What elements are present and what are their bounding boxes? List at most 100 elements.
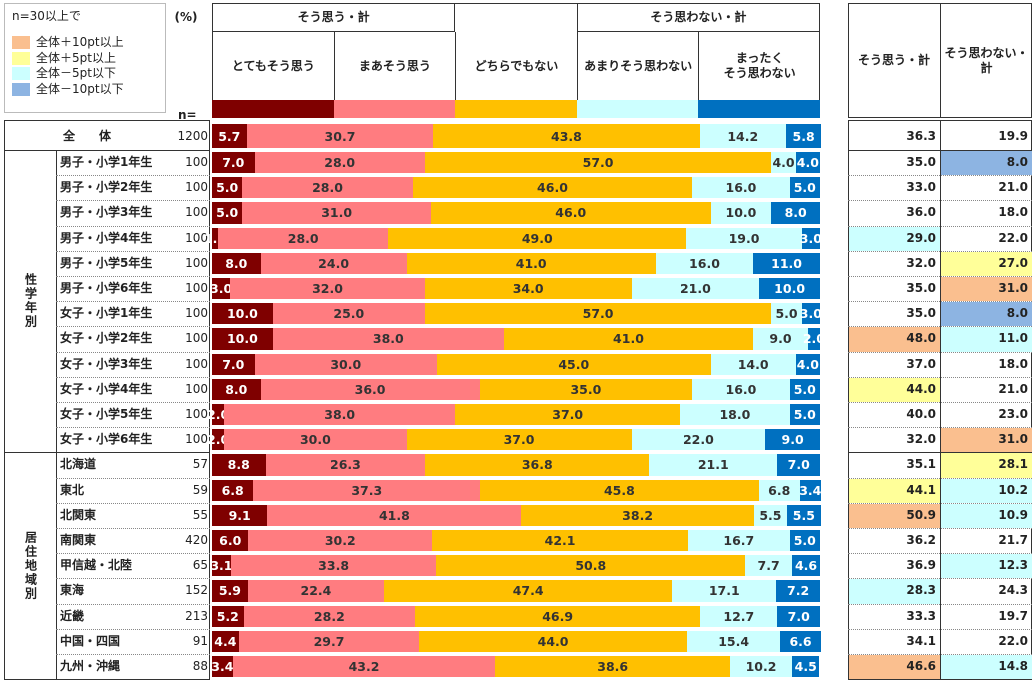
n-value: 100 [185,407,208,422]
row-line [848,654,1032,655]
total-value: 32.0 [906,432,936,447]
bar-label: 29.7 [313,633,345,649]
row-line [56,578,210,580]
bar-segment [212,479,254,501]
bar-segment [212,555,231,577]
category-label: 東北 [60,482,85,497]
row-line [848,200,1032,202]
bar-segment [495,656,730,678]
highlight-cell [941,554,1032,579]
row-line [848,578,1032,580]
header-group: そう思わない・計 [576,3,820,32]
bar-label: 8.8 [227,457,250,473]
bar-segment [224,404,456,426]
total-value: 28.1 [998,457,1028,472]
bar-label: 7.2 [787,583,810,599]
bar-segment [785,124,822,148]
bar-label: 41.0 [613,331,644,347]
highlight-cell [849,478,940,503]
bar-label: 9.1 [228,507,251,523]
section-line [4,452,210,454]
bar-segment [212,580,248,602]
bar-segment [503,328,754,350]
row-line [848,402,1032,403]
bar-label: 28.0 [312,180,343,196]
total-value: 10.9 [998,507,1028,522]
bar-label: 3.0 [799,306,822,322]
bar-segment [480,479,759,501]
bar-label: 35.0 [570,381,602,397]
bar-segment [212,656,233,678]
bar-segment [212,278,231,300]
bar-segment [212,177,243,199]
row-line [848,326,1032,328]
total-value: 36.3 [906,128,936,143]
bar-segment [212,404,225,426]
n-value: 55 [192,507,208,522]
row-line [848,477,1032,479]
category-label: 女子・小学5年生 [60,407,153,422]
bar-label: 10.0 [226,331,258,347]
row-line [56,225,210,227]
bar-label: 16.7 [723,533,755,549]
bar-label: 5.0 [775,306,798,322]
bar-segment [631,278,760,300]
bar-label: 31.0 [321,205,353,221]
row-line [56,351,210,353]
category-label: 中国・四国 [60,633,121,648]
bar-segment [795,152,820,174]
bar-segment [433,124,700,148]
bar-label: 46.9 [542,608,574,624]
bar-label: 36.0 [354,381,386,397]
row-line [56,553,210,555]
row-line [56,376,210,378]
bar-label: 3.4 [211,659,234,675]
bar-segment [699,124,786,148]
bar-label: 32.0 [312,281,343,297]
total-value: 33.3 [906,608,936,623]
bar-label: 37.0 [552,407,584,423]
category-label: 南関東 [60,533,97,548]
bar-segment [424,152,772,174]
category-label: 女子・小学1年生 [60,306,153,321]
bar-segment [799,479,821,501]
bar-segment [267,504,522,526]
bar-segment [776,580,820,602]
row-line [56,427,210,429]
column-swatch [212,100,334,118]
bar-segment [212,504,268,526]
n-value: 100 [185,255,208,270]
row-line [56,477,210,479]
bar-segment [246,124,434,148]
bar-segment [424,303,772,325]
total-value: 22.0 [998,230,1028,245]
highlight-cell [941,503,1032,528]
column-header: どちらでもない [455,32,577,100]
n-value: 100 [185,230,208,245]
bar-label: 47.4 [512,583,544,599]
bar-segment [212,454,266,476]
n-value: 100 [185,306,208,321]
row-line [848,603,1032,605]
bar-segment [238,630,420,652]
bar-segment [272,303,425,325]
n-value: 100 [185,356,208,371]
total-value: 31.0 [998,281,1028,296]
n-value: 100 [185,381,208,396]
bar-label: 5.8 [792,128,815,144]
section-line [848,150,1032,151]
highlight-cell [941,327,1032,352]
bar-segment [765,429,820,451]
bar-label: 5.7 [218,128,241,144]
highlight-cell [941,251,1032,276]
bar-segment [425,454,650,476]
bar-label: 11.0 [771,255,802,271]
bar-label: 3.1 [210,558,233,574]
n-value: 91 [192,633,208,648]
bar-segment [688,530,790,552]
total-value: 21.0 [998,381,1028,396]
row-line [848,250,1032,252]
bar-segment [254,152,425,174]
bar-label: 42.1 [544,533,576,549]
category-label: 男子・小学5年生 [60,255,153,270]
